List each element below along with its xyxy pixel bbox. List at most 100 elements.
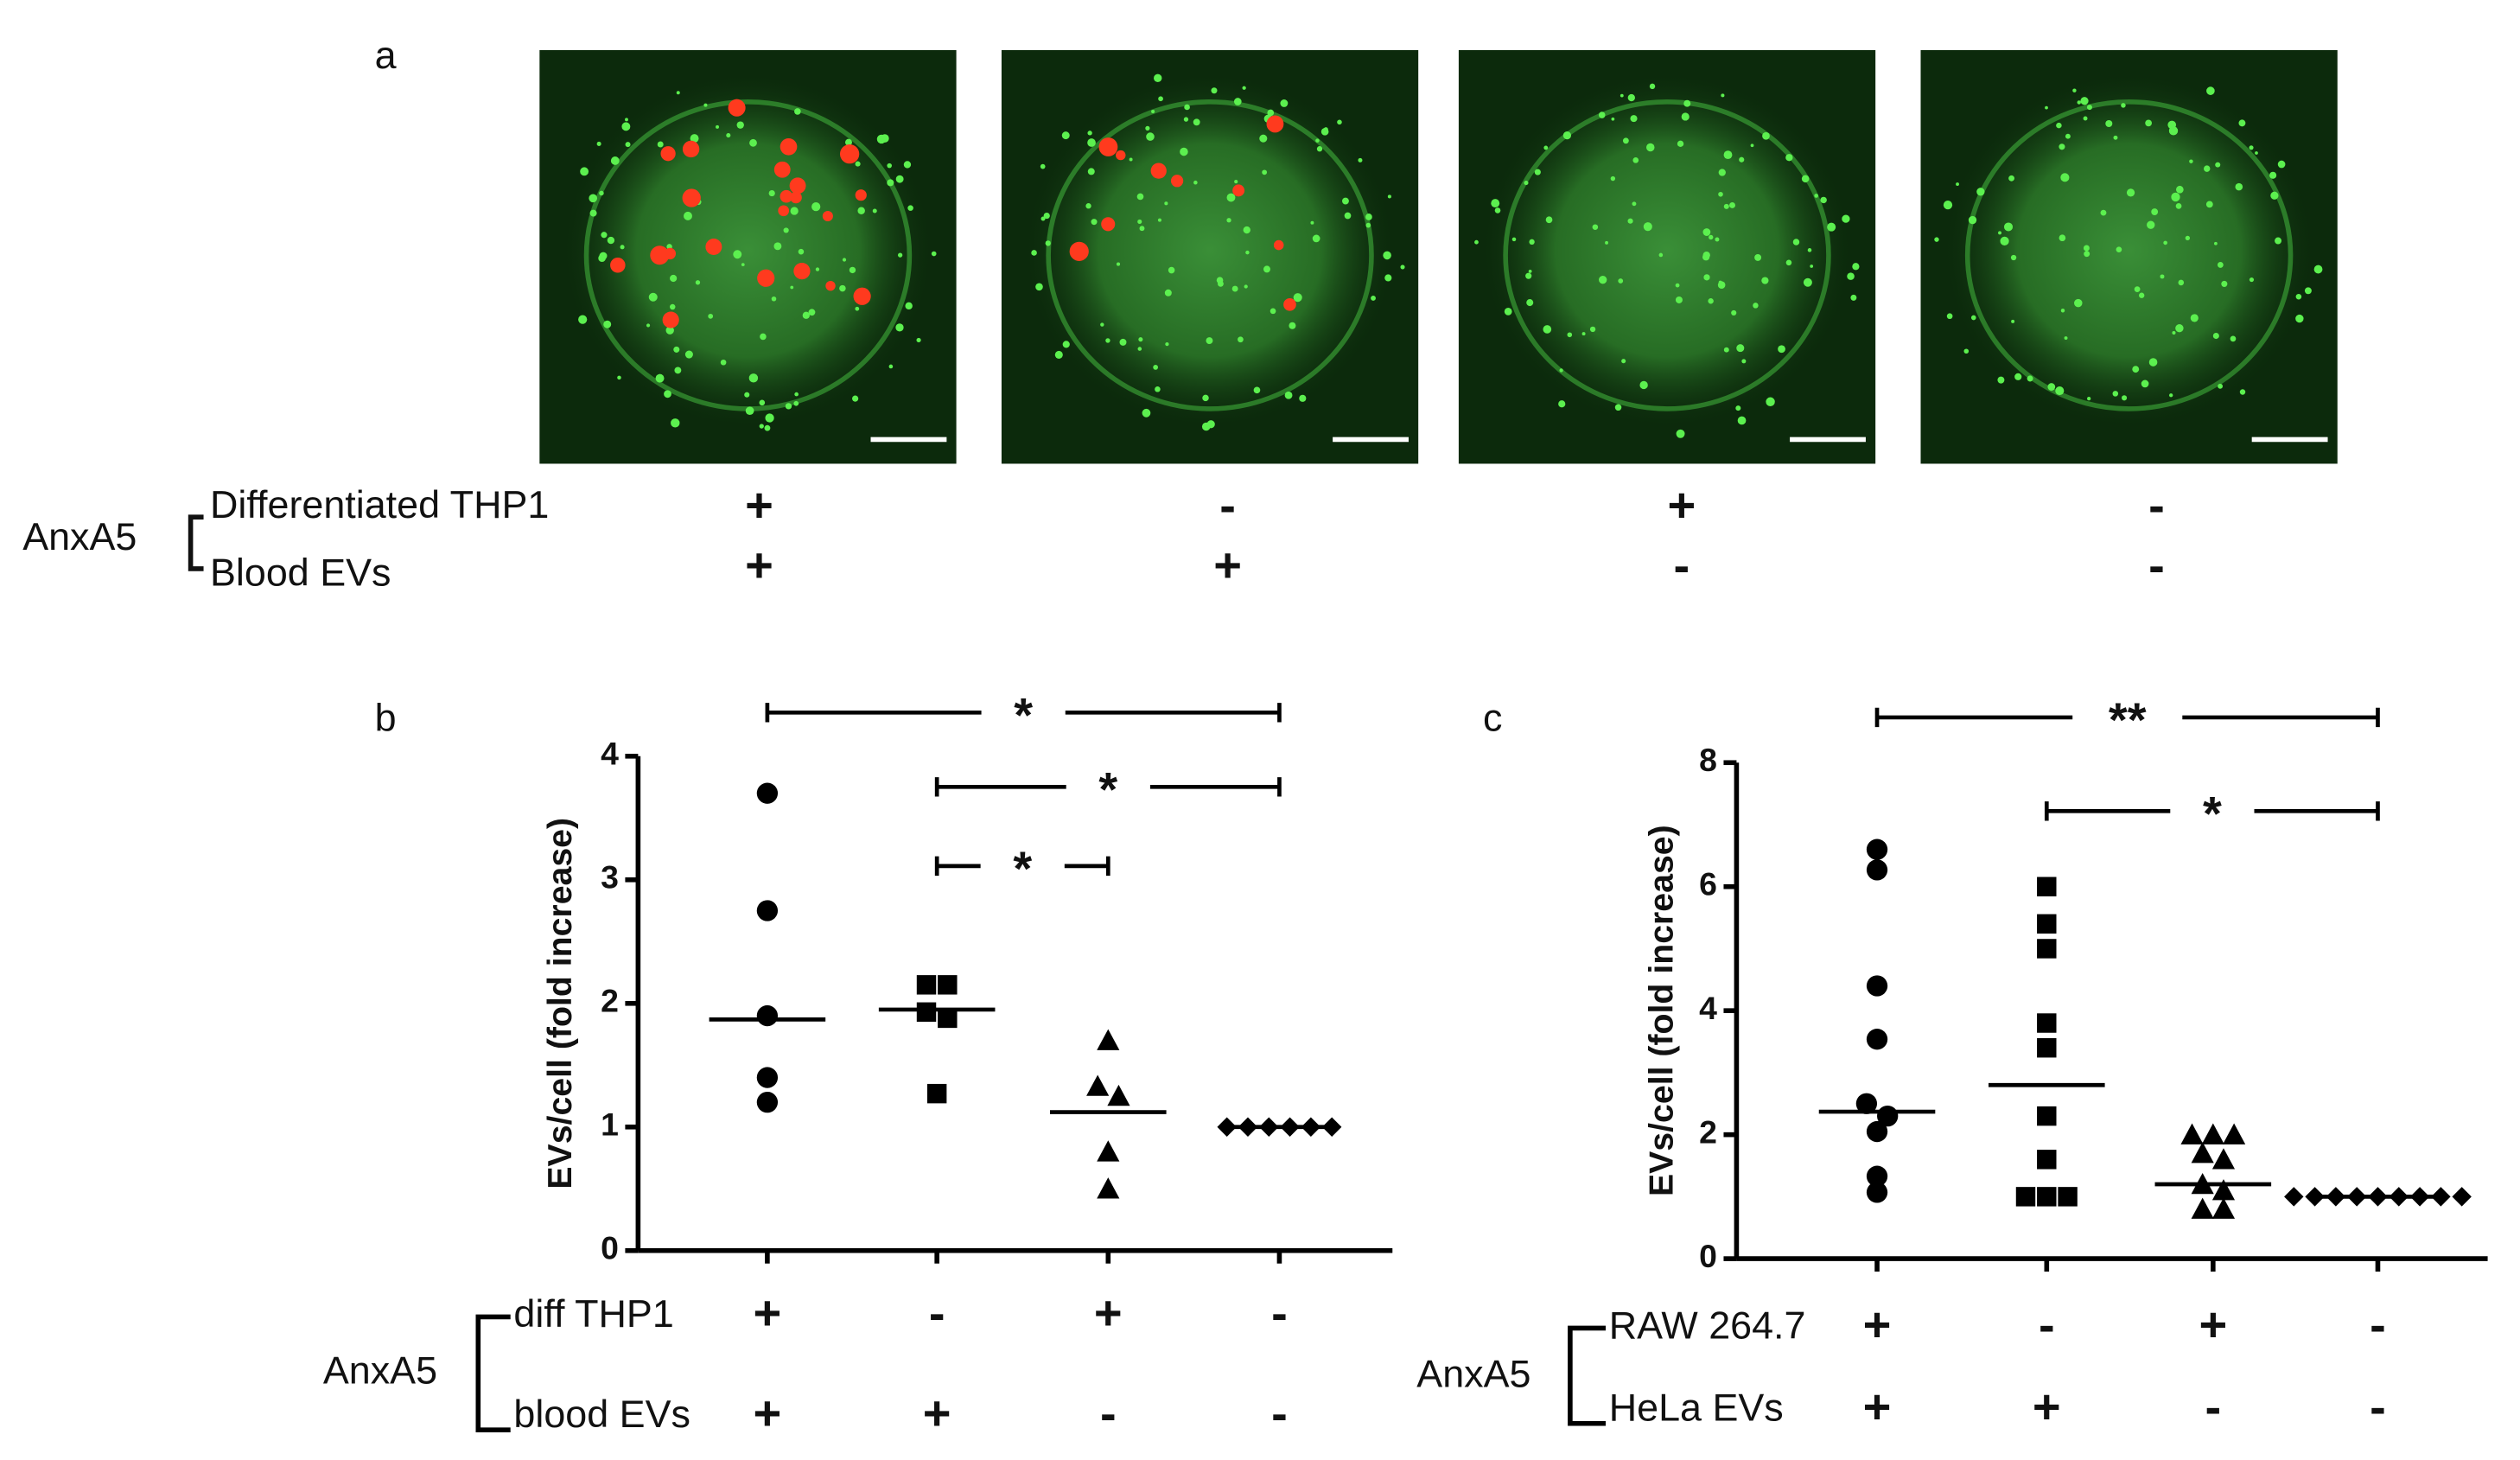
red-vesicle bbox=[1069, 241, 1089, 261]
vesicle bbox=[1820, 196, 1827, 204]
vesicle bbox=[1211, 87, 1218, 94]
y-tick-label: 1 bbox=[601, 1106, 619, 1143]
condition-bracket bbox=[188, 514, 204, 571]
red-vesicle bbox=[778, 205, 790, 217]
condition-bracket bbox=[1568, 1325, 1607, 1426]
vesicle bbox=[684, 211, 692, 220]
cell bbox=[1481, 73, 1853, 429]
vesicle bbox=[1142, 408, 1151, 418]
vesicle bbox=[1778, 345, 1785, 354]
condition-label: blood EVs bbox=[513, 1392, 690, 1436]
vesicle bbox=[1715, 237, 1720, 242]
vesicle bbox=[2134, 286, 2141, 293]
vesicle bbox=[2064, 336, 2068, 341]
cell-outline bbox=[1046, 99, 1374, 411]
vesicle bbox=[1387, 194, 1391, 199]
vesicle bbox=[2074, 298, 2083, 308]
vesicle bbox=[907, 205, 913, 211]
condition-label: RAW 264.7 bbox=[1609, 1303, 1806, 1347]
significance-bracket bbox=[2044, 801, 2380, 821]
vesicle bbox=[1702, 228, 1711, 236]
vesicle bbox=[2083, 116, 2088, 121]
vesicle bbox=[1737, 416, 1747, 425]
vesicle bbox=[2235, 182, 2243, 191]
vesicle bbox=[2145, 119, 2152, 127]
vesicle bbox=[690, 134, 699, 143]
red-vesicle bbox=[780, 137, 798, 156]
vesicle bbox=[1031, 250, 1037, 256]
vesicle bbox=[1054, 350, 1063, 359]
data-point bbox=[2037, 914, 2057, 934]
vesicle bbox=[1592, 224, 1599, 231]
vesicle bbox=[1157, 218, 1161, 222]
vesicle bbox=[1632, 201, 1637, 207]
red-vesicle bbox=[853, 287, 871, 305]
vesicle bbox=[708, 313, 714, 319]
vesicle bbox=[2277, 160, 2286, 169]
condition-sign: - bbox=[1219, 478, 1236, 532]
microscopy-image bbox=[539, 49, 957, 464]
vesicle bbox=[2080, 97, 2089, 105]
data-point bbox=[2037, 1013, 2057, 1033]
condition-sign: - bbox=[2148, 478, 2165, 532]
vesicle bbox=[1139, 226, 1145, 232]
vesicle bbox=[1244, 284, 1248, 289]
data-point bbox=[2284, 1187, 2304, 1207]
data-point bbox=[1097, 1140, 1120, 1162]
data-point bbox=[2201, 1123, 2224, 1144]
vesicle bbox=[1762, 131, 1770, 140]
vesicle bbox=[1216, 277, 1224, 284]
red-vesicle bbox=[650, 245, 670, 265]
red-vesicle bbox=[1170, 175, 1184, 188]
vesicle bbox=[771, 296, 777, 302]
vesicle bbox=[1598, 112, 1606, 118]
vesicle bbox=[1105, 338, 1110, 343]
vesicle bbox=[2190, 314, 2199, 322]
vesicle bbox=[2178, 279, 2185, 286]
red-vesicle bbox=[793, 262, 811, 280]
vesicle bbox=[1365, 214, 1372, 220]
vesicle bbox=[1620, 93, 1624, 98]
vesicle bbox=[857, 207, 865, 214]
vesicle bbox=[1718, 169, 1726, 176]
y-tick-label: 4 bbox=[1699, 990, 1717, 1026]
red-vesicle bbox=[1273, 239, 1284, 251]
vesicle bbox=[1739, 156, 1745, 163]
vesicle bbox=[794, 108, 801, 115]
vesicle bbox=[765, 413, 774, 423]
vesicle bbox=[849, 266, 856, 274]
data-point bbox=[2211, 1148, 2236, 1170]
vesicle bbox=[1138, 337, 1143, 342]
vesicle bbox=[759, 424, 764, 429]
data-point bbox=[2452, 1187, 2472, 1207]
vesicle bbox=[1946, 313, 1953, 320]
data-point bbox=[756, 1067, 779, 1088]
microscopy-image bbox=[1458, 49, 1876, 464]
vesicle bbox=[2238, 119, 2246, 127]
vesicle bbox=[1753, 303, 1759, 309]
vesicle bbox=[1567, 332, 1573, 338]
vesicle bbox=[1193, 180, 1198, 185]
vesicle bbox=[802, 311, 810, 319]
y-tick-label: 2 bbox=[1699, 1114, 1717, 1151]
vesicle bbox=[1315, 138, 1320, 143]
vesicle bbox=[1681, 112, 1690, 121]
vesicle bbox=[1233, 98, 1242, 105]
red-vesicle bbox=[822, 210, 833, 222]
vesicle bbox=[744, 392, 750, 398]
vesicle bbox=[2060, 309, 2065, 313]
vesicle bbox=[648, 292, 658, 302]
vesicle bbox=[1963, 348, 1970, 354]
vesicle bbox=[598, 254, 606, 262]
data-point bbox=[916, 975, 937, 995]
data-point bbox=[1866, 1182, 1888, 1203]
vesicle bbox=[2295, 314, 2304, 323]
vesicle bbox=[1543, 145, 1549, 150]
vesicle bbox=[1731, 309, 1737, 316]
vesicle bbox=[855, 161, 861, 167]
vesicle bbox=[768, 189, 775, 197]
vesicle bbox=[601, 232, 608, 239]
data-point bbox=[1866, 859, 1888, 881]
vesicle bbox=[749, 138, 757, 147]
vesicle bbox=[1723, 203, 1729, 209]
